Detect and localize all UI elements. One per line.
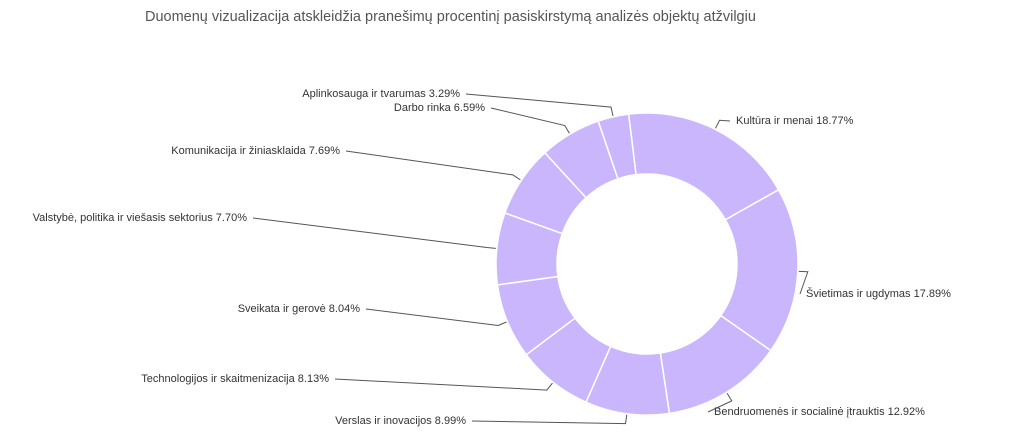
label-leader-line [715,119,731,129]
slice-label: Darbo rinka 6.59% [394,102,485,114]
label-leader-line [471,414,628,425]
slice-label: Sveikata ir gerovė 8.04% [238,303,361,315]
slice-label: Kultūra ir menai 18.77% [736,115,854,127]
donut-slice[interactable] [597,113,637,180]
label-leader-line [490,107,570,134]
slice-label: Bendruomenės ir socialinė įtrauktis 12.9… [714,406,925,418]
label-leader-line [345,150,521,181]
label-leader-line [334,378,553,391]
label-leader-line [365,308,507,326]
slice-label: Švietimas ir ugdymas 17.89% [806,287,951,300]
slice-label: Aplinkosauga ir tvarumas 3.29% [302,88,460,100]
label-leader-line [252,217,496,249]
label-leader-line [707,392,733,413]
label-leader-line [465,93,614,116]
slice-label: Verslas ir inovacijos 8.99% [335,415,466,427]
slice-label: Komunikacija ir žiniasklaida 7.69% [171,145,340,157]
label-leader-line [798,270,809,295]
chart-title: Duomenų vizualizacija atskleidžia praneš… [145,9,756,25]
slice-label: Valstybė, politika ir viešasis sektorius… [33,212,248,224]
slice-label: Technologijos ir skaitmenizacija 8.13% [141,373,329,385]
